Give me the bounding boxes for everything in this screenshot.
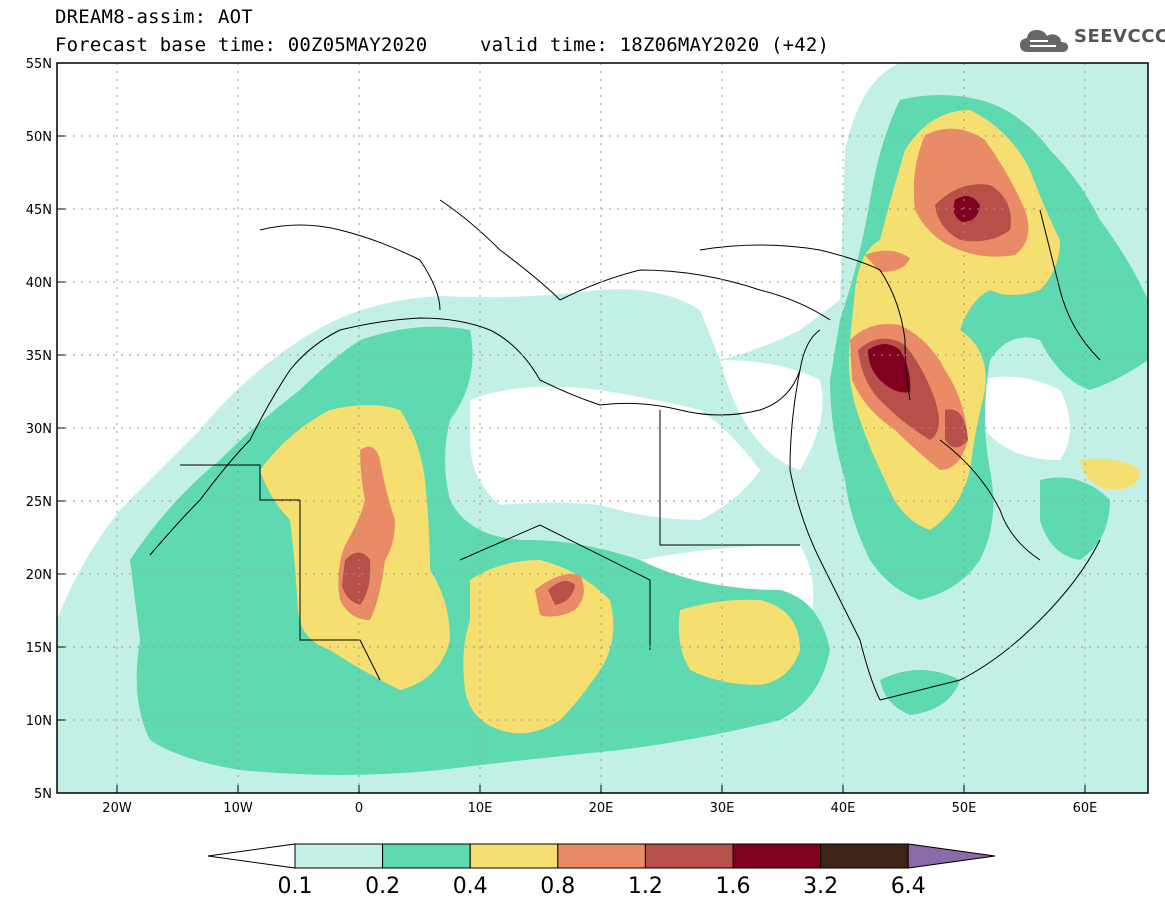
colorbar-swatch: [382, 843, 471, 869]
coastlines: [149, 199, 1101, 701]
lat-labels: 55N 50N 45N 40N 35N 30N 25N 20N 15N 10N …: [26, 57, 52, 802]
colorbar-swatch: [644, 843, 734, 869]
lon-label: 60E: [1073, 801, 1098, 816]
colorbar-swatch: [557, 843, 646, 869]
lon-label: 40E: [831, 801, 856, 816]
colorbar-low-triangle: [207, 843, 296, 869]
lat-label: 55N: [26, 57, 52, 72]
tick-marks: [57, 62, 1086, 793]
base-time-text: Forecast base time: 00Z05MAY2020: [55, 34, 428, 56]
colorbar-swatch: [294, 843, 384, 869]
colorbar-label: 6.4: [891, 874, 926, 899]
graticule: [57, 63, 1148, 793]
valid-time-text: valid time: 18Z06MAY2020 (+42): [480, 34, 830, 56]
lat-label: 50N: [26, 130, 52, 145]
time-info: Forecast base time: 00Z05MAY2020 valid ti…: [55, 34, 829, 56]
lat-label: 15N: [26, 641, 52, 656]
lon-labels: 20W 10W 0 10E 20E 30E 40E 50E 60E: [102, 801, 1097, 816]
colorbar-label: 0.2: [365, 874, 400, 899]
lon-label: 0: [355, 801, 363, 816]
cloud-icon: [1020, 30, 1068, 52]
lat-label: 10N: [26, 714, 52, 729]
model-title: DREAM8-assim: AOT: [55, 6, 253, 28]
lat-label: 45N: [26, 203, 52, 218]
lat-label: 40N: [26, 276, 52, 291]
colorbar: 0.1 0.2 0.4 0.8 1.2 1.6 3.2 6.4: [207, 843, 996, 899]
lat-label: 20N: [26, 568, 52, 583]
colorbar-swatch: [732, 843, 822, 869]
lon-label: 20E: [589, 801, 614, 816]
lon-label: 50E: [952, 801, 977, 816]
colorbar-label: 1.6: [716, 874, 751, 899]
colorbar-swatch: [820, 843, 909, 869]
logo-text: SEEVCCC: [1074, 26, 1165, 47]
colorbar-label: 1.2: [628, 874, 663, 899]
seevccc-logo: SEEVCCC: [1018, 26, 1165, 56]
colorbar-label: 0.1: [278, 874, 313, 899]
colorbar-label: 3.2: [803, 874, 838, 899]
lat-label: 5N: [34, 787, 52, 802]
aot-field: [57, 63, 1148, 793]
lat-label: 25N: [26, 495, 52, 510]
colorbar-swatch: [469, 843, 559, 869]
lon-label: 10E: [468, 801, 493, 816]
colorbar-label: 0.8: [540, 874, 575, 899]
lon-label: 30E: [710, 801, 735, 816]
lon-label: 20W: [102, 801, 132, 816]
colorbar-high-triangle: [907, 843, 996, 869]
lat-label: 30N: [26, 422, 52, 437]
colorbar-label: 0.4: [453, 874, 488, 899]
lat-label: 35N: [26, 349, 52, 364]
lon-label: 10W: [223, 801, 253, 816]
